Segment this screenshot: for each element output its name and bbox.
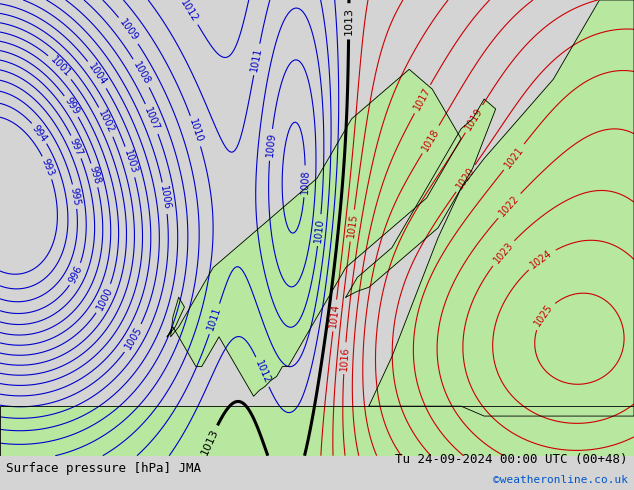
Text: 1008: 1008	[131, 60, 152, 86]
Text: 1016: 1016	[339, 345, 351, 371]
Text: Tu 24-09-2024 00:00 UTC (00+48): Tu 24-09-2024 00:00 UTC (00+48)	[395, 452, 628, 466]
Text: 998: 998	[87, 165, 102, 186]
Text: 1022: 1022	[497, 193, 521, 218]
Text: 1024: 1024	[529, 248, 555, 270]
Text: 1021: 1021	[502, 144, 526, 170]
Text: 1012: 1012	[179, 0, 200, 24]
Text: 1013: 1013	[344, 7, 354, 35]
Text: 1012: 1012	[253, 359, 272, 385]
Text: 995: 995	[68, 187, 82, 207]
Text: 1008: 1008	[299, 169, 311, 194]
Polygon shape	[369, 0, 634, 416]
Text: 1018: 1018	[420, 126, 441, 152]
Text: 1019: 1019	[463, 106, 484, 132]
Text: 1009: 1009	[117, 18, 140, 43]
Text: 1003: 1003	[122, 148, 139, 175]
Text: 1013: 1013	[200, 427, 220, 457]
Text: 1000: 1000	[94, 286, 114, 312]
Text: 1020: 1020	[455, 165, 477, 191]
Text: 1002: 1002	[96, 109, 116, 135]
Text: 1004: 1004	[86, 62, 108, 88]
Text: 1007: 1007	[143, 105, 161, 132]
Text: 996: 996	[67, 264, 84, 285]
Polygon shape	[167, 70, 461, 396]
Polygon shape	[0, 406, 634, 456]
Text: 1010: 1010	[187, 118, 204, 144]
Text: 994: 994	[30, 123, 49, 144]
Text: 1014: 1014	[328, 303, 341, 328]
Text: Surface pressure [hPa] JMA: Surface pressure [hPa] JMA	[6, 462, 202, 475]
Text: 1005: 1005	[123, 325, 144, 351]
Text: 1025: 1025	[533, 302, 555, 328]
Text: 1010: 1010	[313, 218, 326, 243]
Text: 1011: 1011	[250, 47, 264, 73]
Text: 1011: 1011	[206, 306, 223, 332]
Text: ©weatheronline.co.uk: ©weatheronline.co.uk	[493, 475, 628, 485]
Text: 1009: 1009	[264, 132, 277, 157]
Text: 1006: 1006	[158, 185, 172, 211]
Text: 997: 997	[68, 136, 84, 157]
Text: 1001: 1001	[48, 55, 72, 79]
Text: 1023: 1023	[491, 241, 515, 266]
Text: 1015: 1015	[346, 213, 359, 239]
Text: 999: 999	[62, 96, 81, 117]
Text: 1017: 1017	[412, 86, 433, 112]
Polygon shape	[346, 99, 496, 297]
Text: 993: 993	[39, 157, 56, 178]
